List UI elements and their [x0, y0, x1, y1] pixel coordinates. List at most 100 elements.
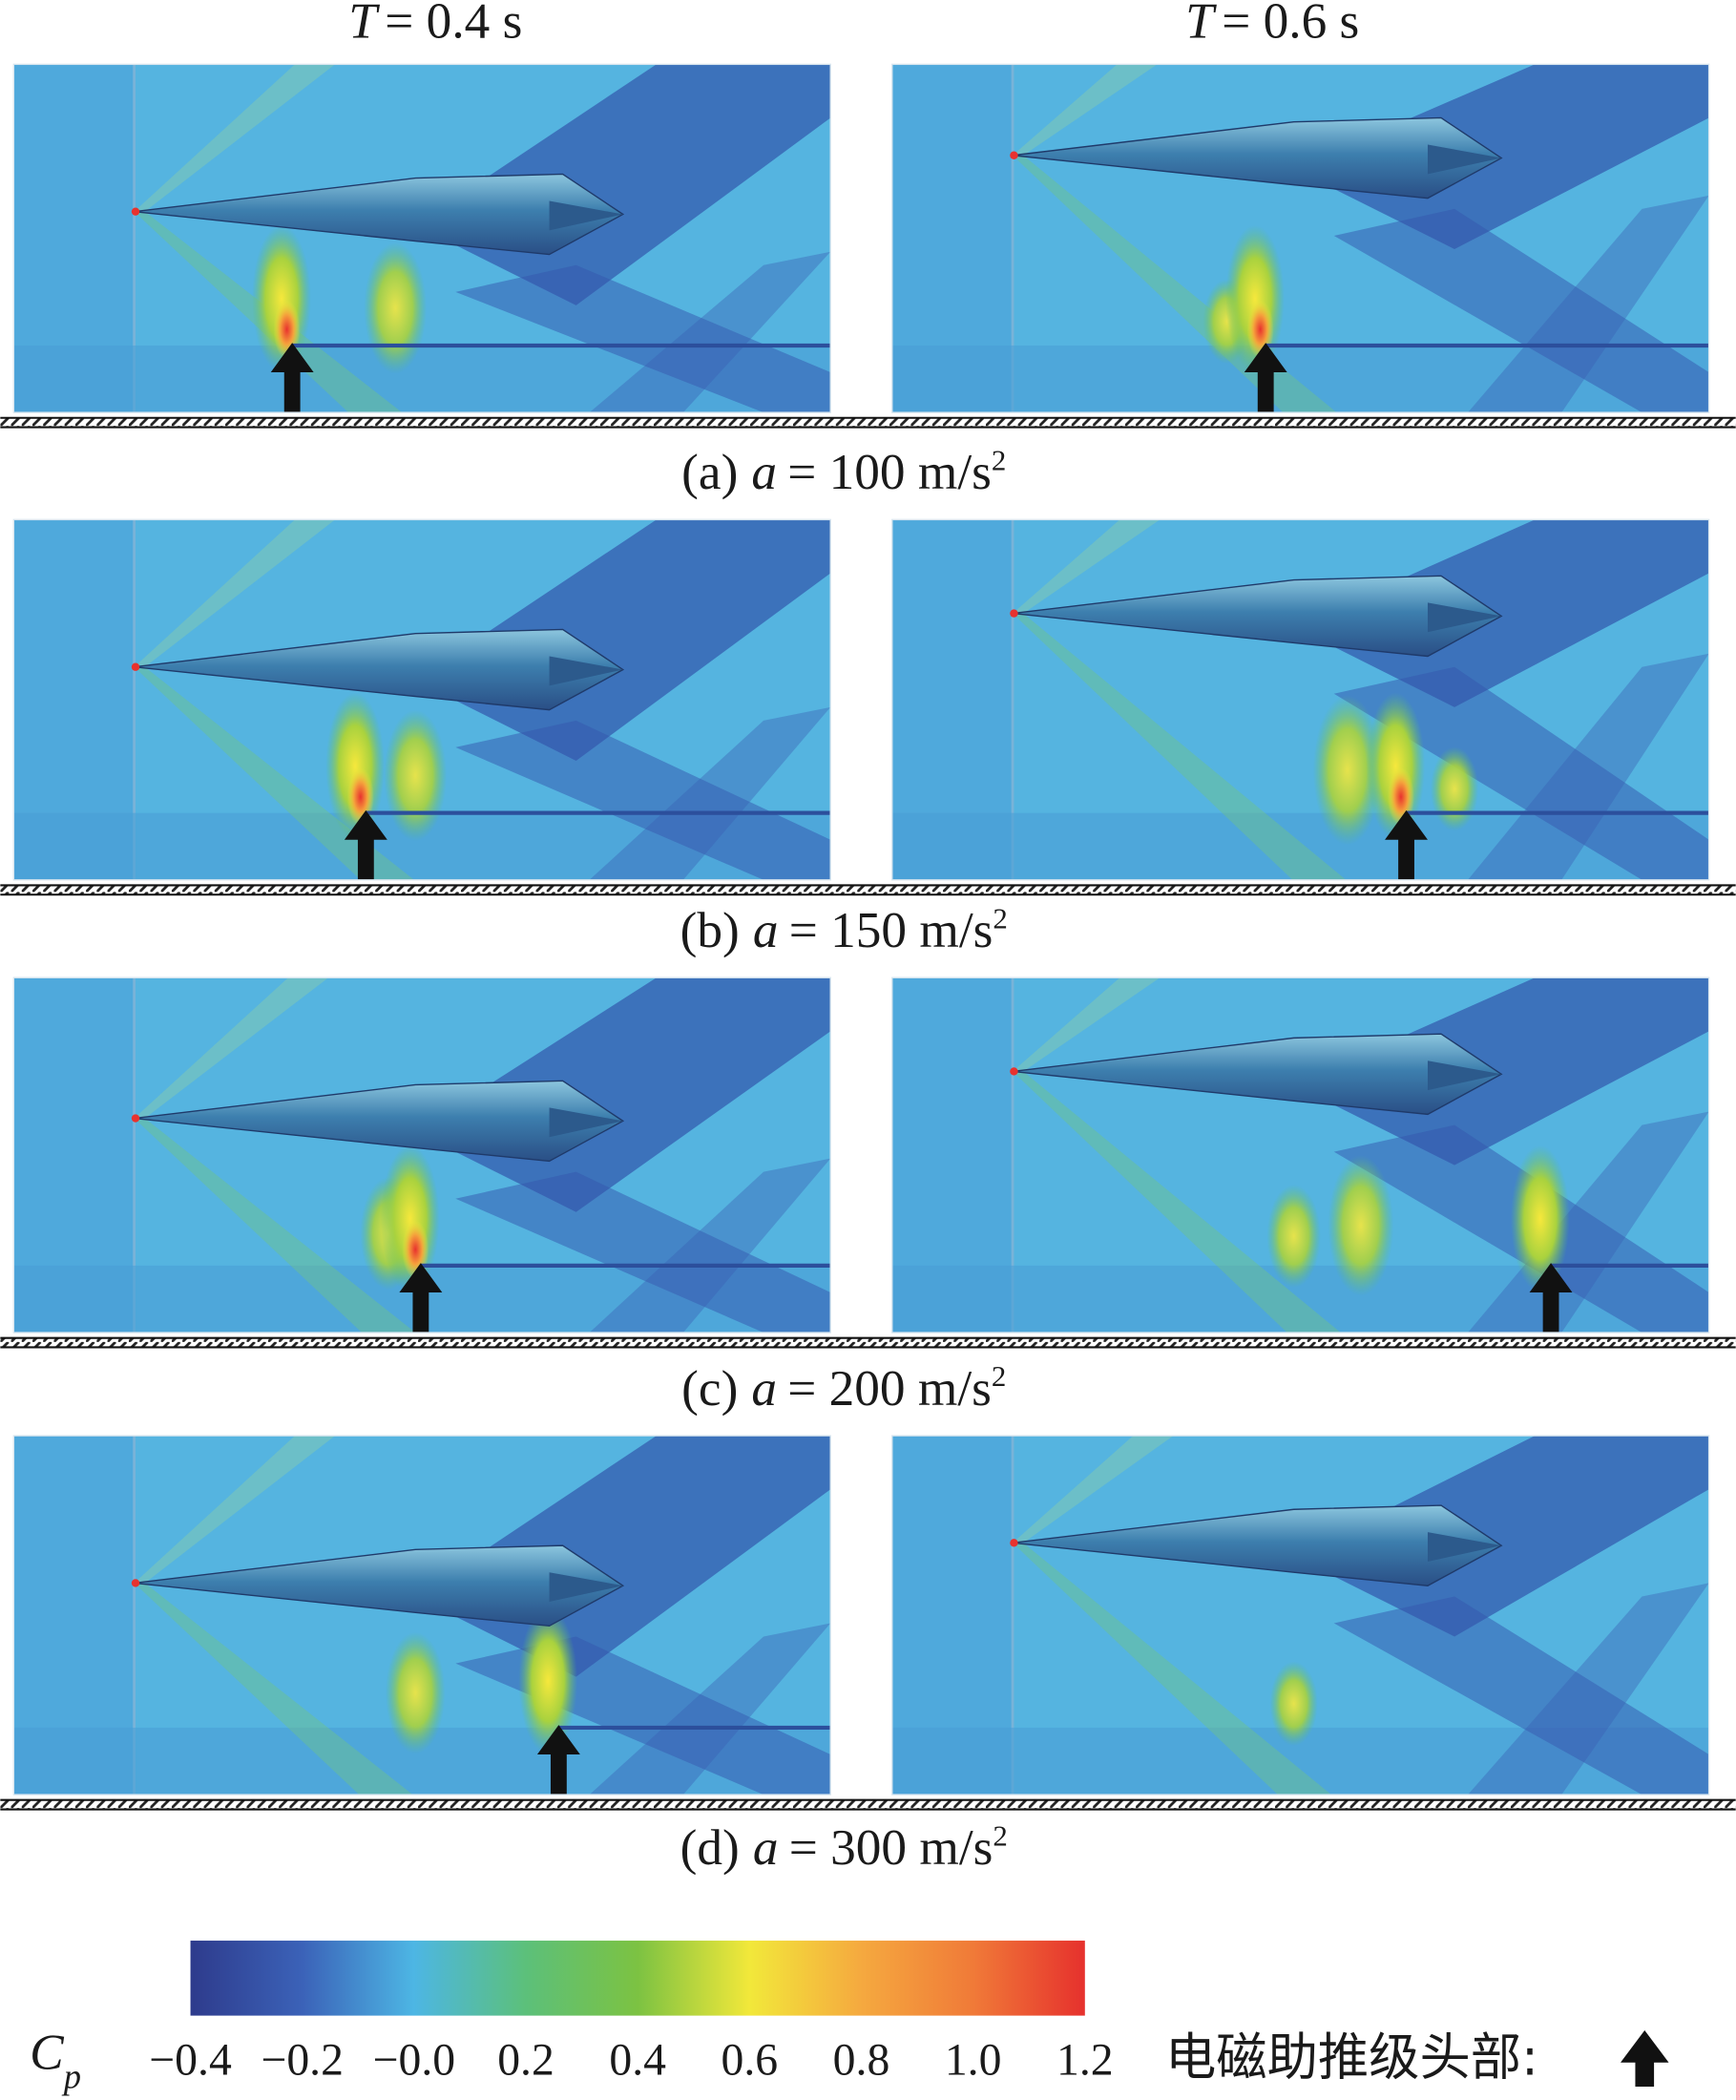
colorbar — [190, 1941, 1085, 2016]
legend-text: 电磁助推级头部: — [1165, 2027, 1538, 2087]
colorbar-tick-label: 0.6 — [722, 2034, 779, 2085]
panel-content — [891, 977, 1709, 1334]
colorbar-symbol: C — [30, 2024, 65, 2081]
booster-head-arrow — [1385, 809, 1428, 880]
caption-label: (b) — [680, 901, 740, 958]
booster-head-arrow — [1244, 343, 1287, 413]
nose-tip — [1010, 1067, 1018, 1076]
header-value: = 0.6 s — [1222, 0, 1359, 49]
expansion-cross — [1468, 195, 1709, 413]
shock-lower — [1013, 1071, 1341, 1334]
expansion-upper — [1293, 977, 1709, 1166]
caption-label: (a) — [681, 443, 738, 500]
caption-value: = 100 m/s — [787, 443, 992, 500]
panel-frame — [891, 63, 1710, 413]
vehicle-body — [1012, 116, 1503, 200]
caption-symbol: a — [751, 1359, 777, 1417]
row-caption: (d) a = 300 m/s2 — [680, 1818, 1008, 1876]
caption-exponent: 2 — [992, 1360, 1006, 1393]
legend-arrow — [1621, 2030, 1669, 2087]
colorbar-tick-label: 0.8 — [833, 2034, 890, 2085]
shock-lower — [134, 1118, 416, 1334]
shock-upper — [134, 1436, 336, 1584]
expansion-lower — [455, 720, 831, 880]
caption-label: (c) — [681, 1359, 738, 1417]
booster-head-arrow — [270, 343, 314, 413]
vehicle-tail — [549, 200, 623, 231]
vehicle-tail — [1427, 1532, 1502, 1562]
flow-panel — [12, 976, 831, 1334]
nose-tip — [1010, 1539, 1018, 1547]
panel-content — [13, 1436, 831, 1796]
expansion-lower — [1333, 666, 1709, 880]
header-value: = 0.4 s — [385, 0, 522, 49]
ground — [0, 1337, 1736, 1348]
shock-lower — [1013, 1543, 1331, 1796]
row-caption: (b) a = 150 m/s2 — [680, 901, 1008, 958]
expansion-lower — [1333, 208, 1709, 413]
flow-panel — [891, 1435, 1710, 1796]
expansion-cross — [589, 706, 831, 880]
colorbar-tick-label: 0.2 — [497, 2034, 554, 2085]
colorbar-title: Cp — [30, 2024, 81, 2096]
caption-label: (d) — [680, 1818, 740, 1876]
expansion-lower — [455, 1171, 831, 1334]
caption-exponent: 2 — [993, 902, 1007, 934]
shock-upper — [134, 519, 336, 667]
flow-panel — [12, 63, 831, 413]
caption-exponent: 2 — [993, 1819, 1007, 1852]
panel-content — [891, 519, 1709, 880]
flow-panel — [12, 518, 831, 881]
panel-frame — [891, 976, 1710, 1334]
ground — [0, 417, 1736, 428]
expansion-cross — [589, 1158, 831, 1334]
expansion-upper — [1293, 64, 1709, 249]
shock-upper — [1013, 1436, 1174, 1544]
expansion-lower — [1333, 1596, 1709, 1796]
column-header: T = 0.4 s — [348, 0, 522, 49]
colorbar-tick-label: −0.0 — [373, 2034, 456, 2085]
panel-content — [13, 519, 831, 880]
colorbar-subscript: p — [61, 2057, 81, 2095]
nose-tip — [1010, 151, 1018, 159]
header-symbol: T — [1185, 0, 1217, 49]
panel-frame — [891, 1435, 1710, 1796]
flow-panel — [891, 976, 1710, 1334]
vehicle-body — [134, 1080, 625, 1163]
expansion-cross — [589, 251, 831, 413]
booster-head-arrow — [1529, 1263, 1573, 1334]
column-header: T = 0.6 s — [1185, 0, 1359, 49]
booster-head-arrow — [344, 809, 387, 880]
shock-upper — [1013, 977, 1161, 1072]
vehicle-tail — [1427, 602, 1502, 633]
nose-tip — [1010, 609, 1018, 618]
expansion-upper — [1293, 519, 1709, 707]
shock-lower — [1013, 613, 1347, 880]
booster-head-arrow — [536, 1725, 580, 1796]
nose-tip — [131, 207, 140, 216]
row-caption: (a) a = 100 m/s2 — [681, 443, 1006, 500]
caption-value: = 150 m/s — [789, 901, 993, 958]
nose-tip — [131, 662, 140, 671]
compression-zone — [384, 709, 448, 842]
panel-frame — [891, 518, 1710, 881]
compression-zone — [1266, 1185, 1321, 1289]
compression-zone — [518, 1606, 578, 1755]
expansion-cross — [1468, 1583, 1709, 1796]
flow-panel — [891, 63, 1710, 413]
colorbar-tick-label: −0.2 — [261, 2034, 344, 2085]
shock-upper — [1013, 519, 1161, 614]
caption-symbol: a — [751, 443, 777, 500]
panel-frame — [12, 1435, 831, 1796]
flow-panel — [12, 1435, 831, 1796]
ground — [0, 1799, 1736, 1810]
expansion-cross — [589, 1623, 831, 1796]
compression-zone — [364, 242, 428, 374]
shock-upper — [1013, 64, 1158, 156]
nose-tip — [131, 1114, 140, 1123]
caption-symbol: a — [753, 1818, 779, 1876]
ground — [0, 885, 1736, 895]
vehicle-tail — [1427, 144, 1502, 175]
vehicle-body — [134, 628, 625, 711]
